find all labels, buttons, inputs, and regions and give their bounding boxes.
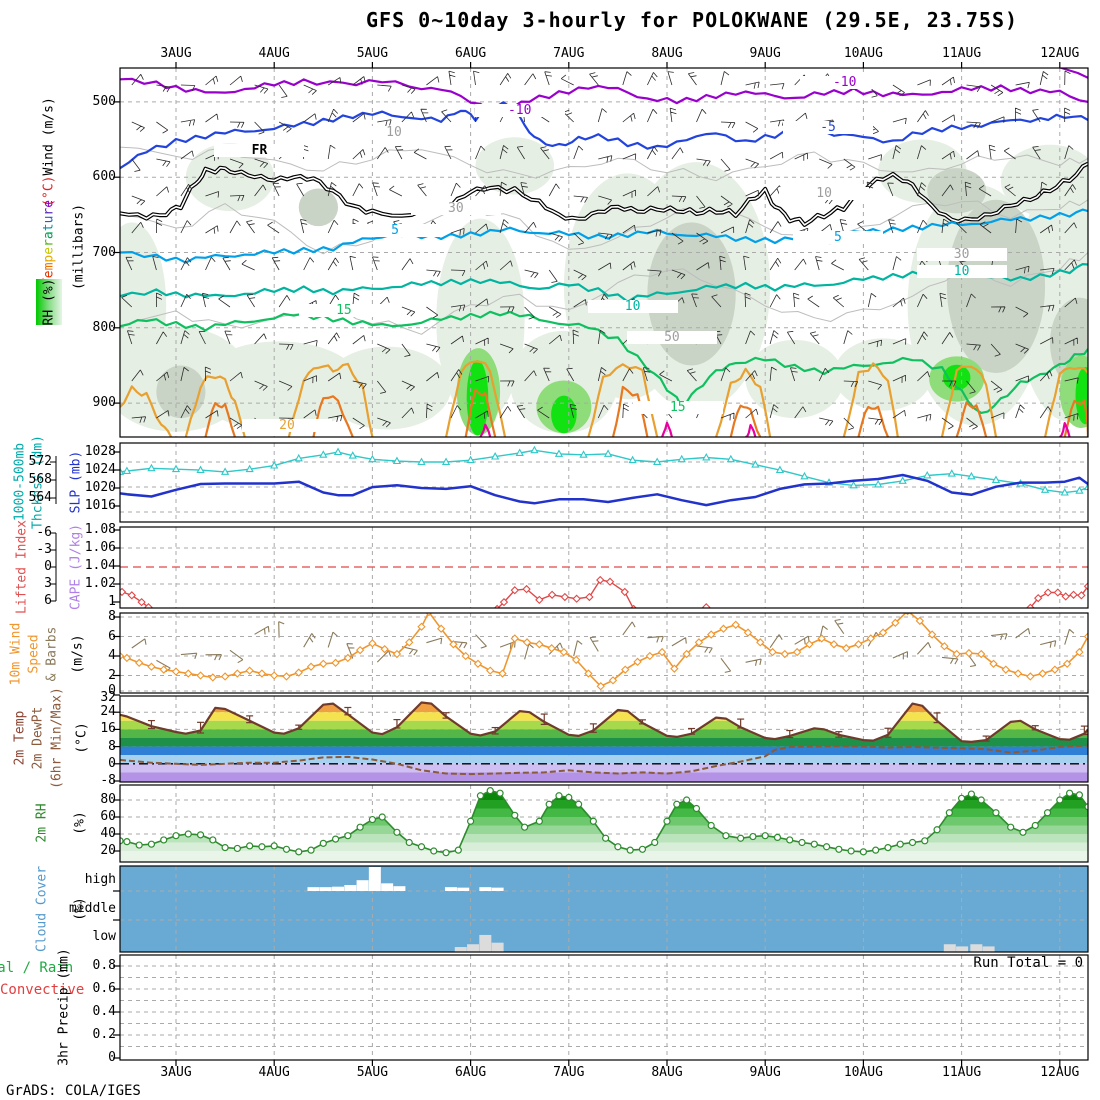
- wind-axis-label: (°C)Wind (m/s): [41, 97, 57, 207]
- credit-label: GrADS: COLA/IGES: [6, 1083, 141, 1099]
- temp2m-label-1: 2m Temp: [12, 710, 28, 766]
- wind10m-label-3: & Barbs: [44, 626, 60, 682]
- precip-convective-label: Convective: [0, 982, 85, 998]
- wind10m-unit-label: (m/s): [70, 634, 86, 674]
- cape-label: CAPE (J/kg): [68, 523, 84, 611]
- temperature-letter: e: [41, 270, 57, 279]
- wind-label: Wind (m/s): [41, 97, 57, 176]
- temperature-letter: a: [41, 231, 57, 240]
- temperature-letter: u: [41, 215, 57, 224]
- temperature-letter: e: [41, 246, 57, 255]
- temperature-letter: t: [41, 223, 57, 232]
- slp-label: SLP (mb): [68, 450, 84, 514]
- cloud-cover-label: Cloud Cover: [34, 865, 50, 953]
- rh2m-unit-label: (%): [72, 811, 88, 835]
- temperature-label: Temperature: [41, 199, 57, 286]
- temperature-letter: e: [41, 199, 57, 208]
- rh-label: RH (%): [41, 278, 57, 326]
- precip-axis-label: 3hr Precip (mm): [56, 948, 72, 1066]
- temperature-letter: p: [41, 254, 57, 263]
- run-total-label: Run Total = 0: [973, 955, 1083, 971]
- wind10m-label-1: 10m Wind: [8, 622, 24, 686]
- precip-total-label: Total / Rain: [0, 960, 74, 976]
- pressure-axis-label: (millibars): [71, 203, 87, 291]
- thickness-label-1: 1000-500mb: [12, 442, 28, 522]
- chart-title: GFS 0~10day 3-hourly for POLOKWANE (29.5…: [366, 8, 1019, 32]
- cloud-unit-label: (%): [72, 897, 88, 921]
- rh-legend-strip: RH (%): [36, 279, 62, 325]
- temp2m-label-3: (6hr Min/Max): [49, 687, 65, 789]
- temperature-letter: r: [41, 207, 57, 216]
- temperature-letter: m: [41, 262, 57, 271]
- rh2m-label: 2m RH: [34, 803, 50, 843]
- lifted-index-label: Lifted Index: [14, 520, 30, 614]
- wind10m-label-2: Speed: [26, 634, 42, 674]
- temp2m-unit-label: (°C): [74, 722, 90, 754]
- temp2m-label-2: 2m DewPt: [30, 706, 46, 770]
- thickness-label-2: Thcknss (dm): [30, 435, 46, 529]
- temperature-letter: r: [41, 239, 57, 247]
